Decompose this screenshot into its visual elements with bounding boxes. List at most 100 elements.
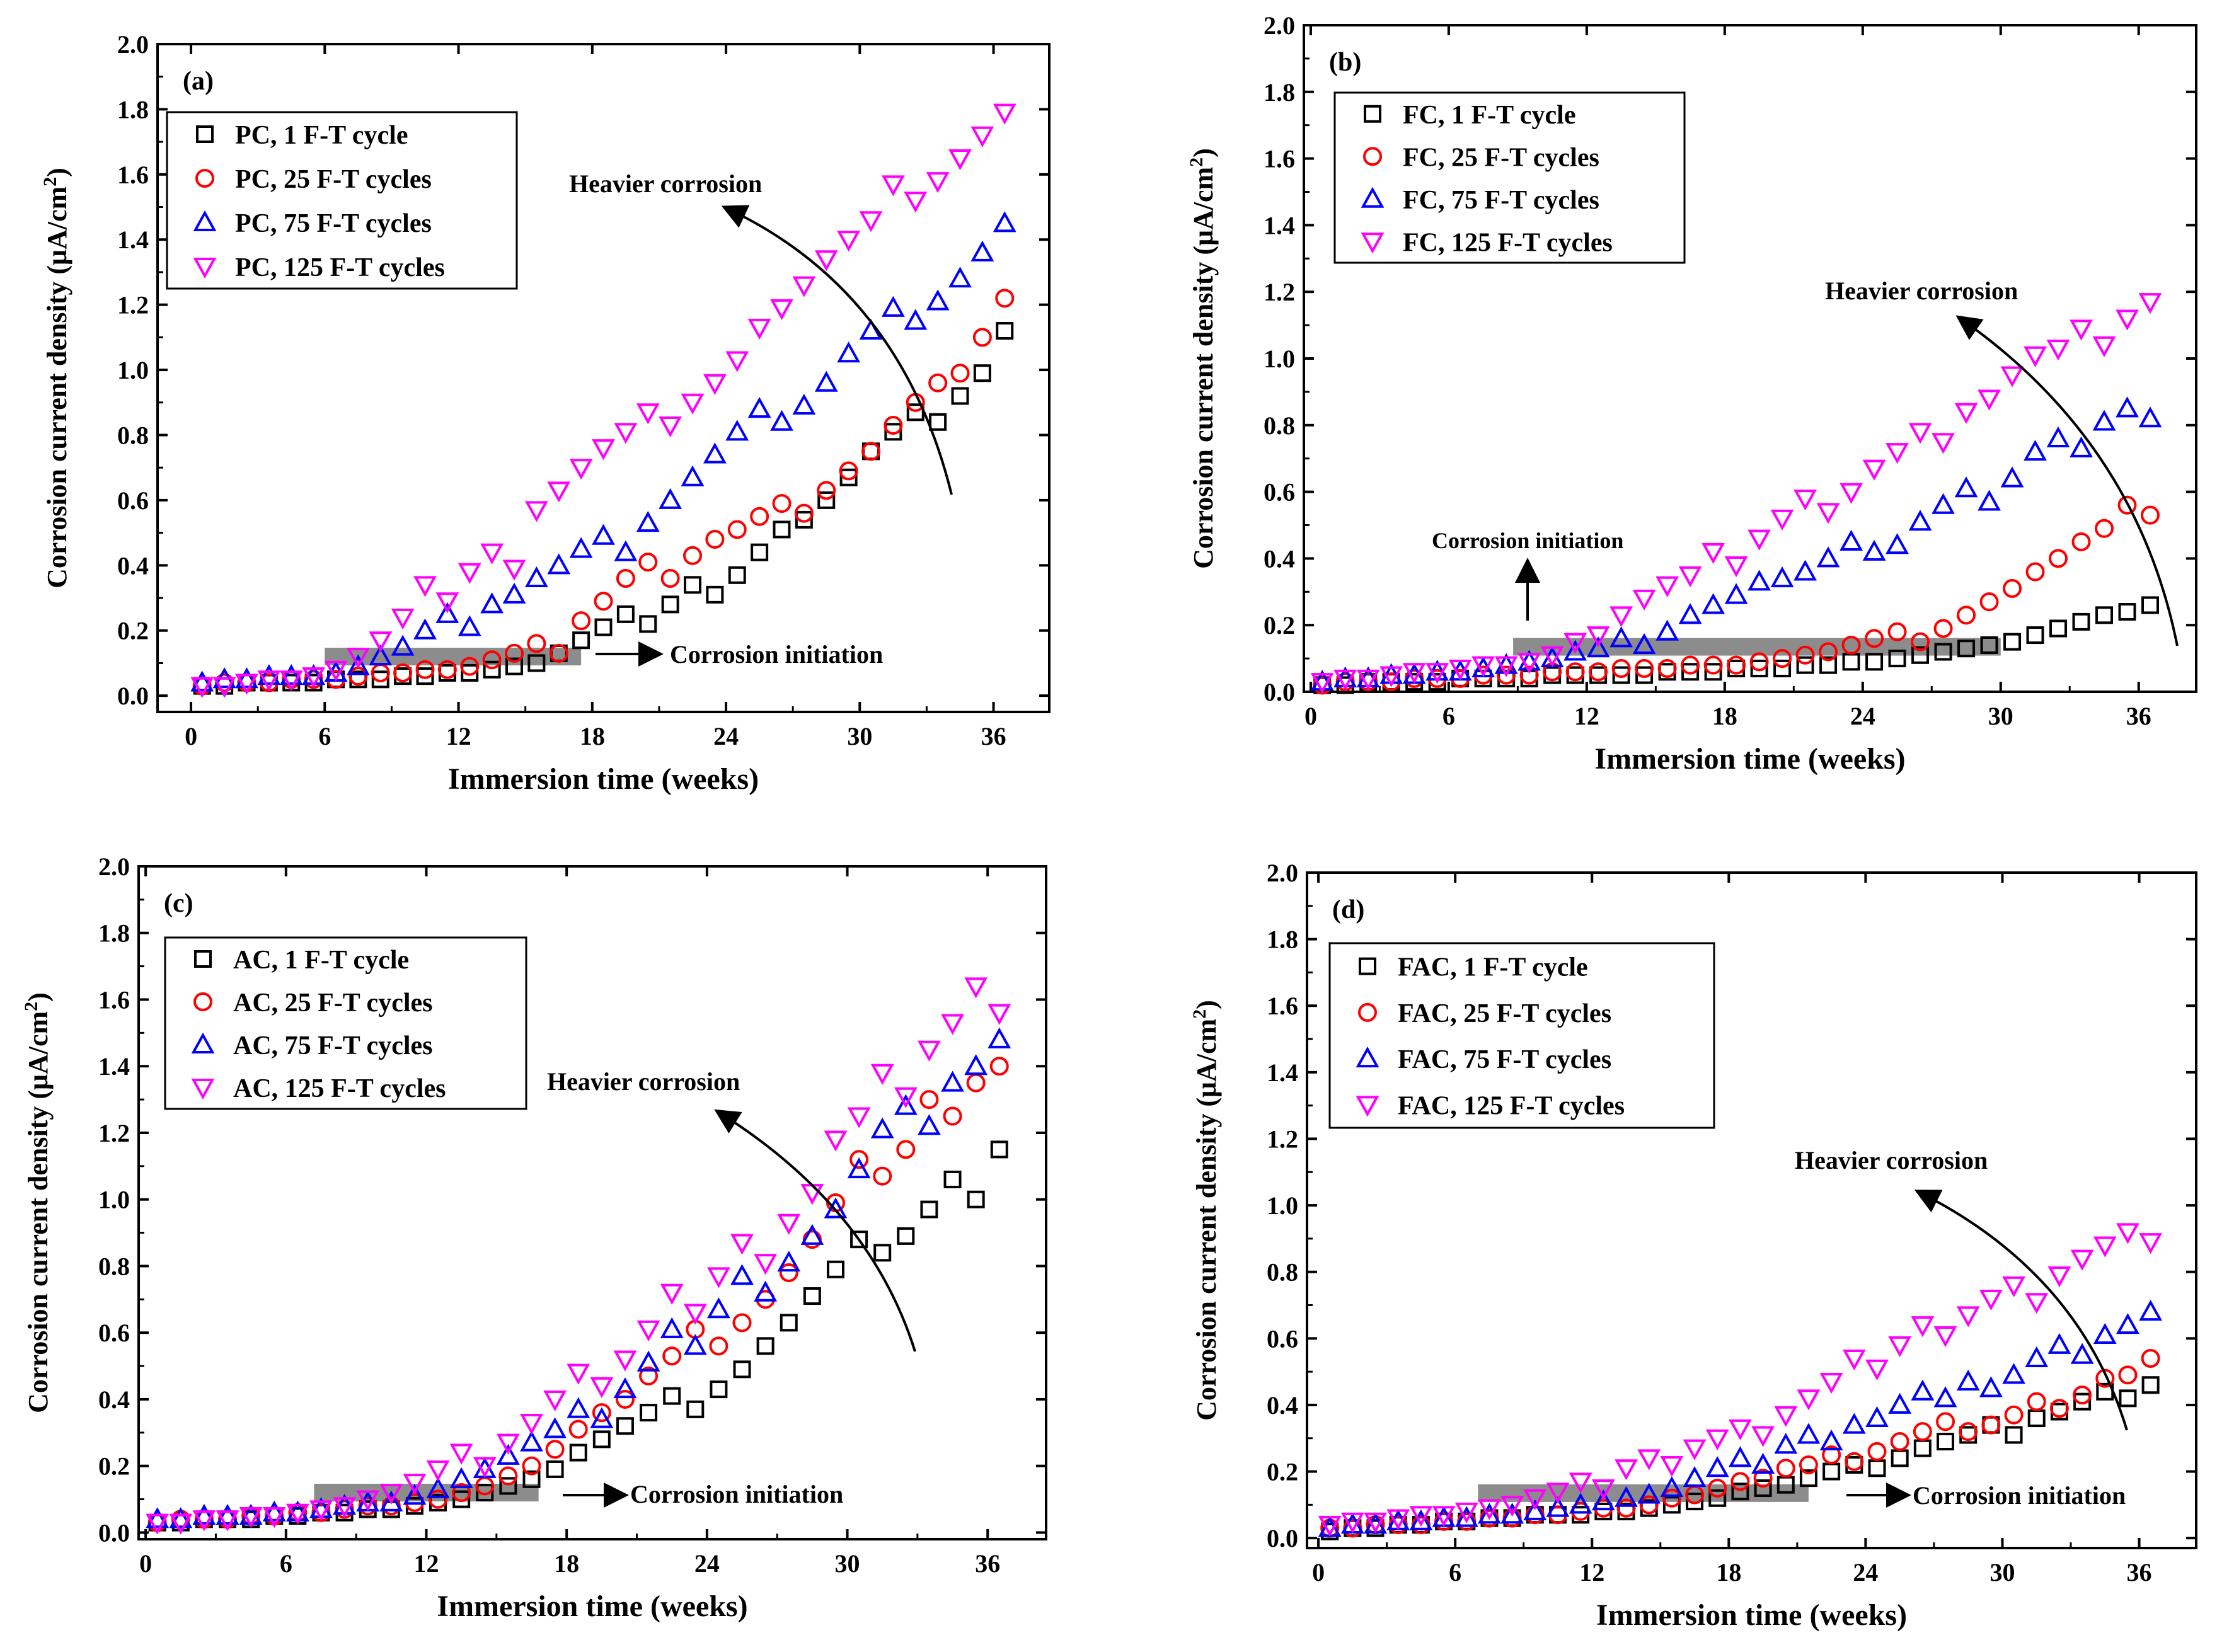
data-point	[795, 510, 813, 529]
data-point	[543, 1417, 567, 1438]
data-point	[707, 1297, 730, 1319]
y-axis-label: Corrosion current density (μA/cm2)	[1189, 1000, 1222, 1421]
data-point	[435, 602, 459, 623]
data-point	[1683, 1439, 1707, 1460]
data-point	[636, 403, 660, 425]
data-point	[235, 674, 258, 695]
data-point	[1751, 1452, 1775, 1474]
data-point	[1933, 1326, 1957, 1348]
data-point	[1932, 493, 1955, 514]
data-point	[794, 503, 814, 523]
data-point	[1432, 1506, 1456, 1527]
data-point	[814, 370, 838, 392]
heavier-corrosion-arrow	[1914, 1190, 2128, 1431]
legend-marker	[194, 950, 212, 968]
data-point	[1565, 662, 1585, 682]
data-point	[547, 553, 571, 575]
legend-marker	[193, 992, 212, 1011]
data-point	[1750, 659, 1768, 677]
data-point	[972, 328, 992, 347]
data-point	[239, 1506, 263, 1529]
data-point	[1865, 1406, 1889, 1428]
y-tick-label: 1.2	[1264, 278, 1295, 306]
y-tick-label: 1.8	[1267, 926, 1298, 954]
data-point	[592, 1403, 611, 1423]
data-point	[1797, 1389, 1821, 1411]
legend-entry: PC, 1 F-T cycle	[235, 121, 408, 150]
data-point	[1318, 1516, 1342, 1537]
data-point	[2002, 1363, 2025, 1384]
data-point	[1956, 1306, 1980, 1328]
data-point	[1845, 1452, 1864, 1471]
y-tick-label: 0.6	[98, 1319, 130, 1347]
x-tick-label: 30	[1988, 702, 2013, 730]
data-point	[524, 566, 548, 587]
data-point	[403, 1474, 427, 1495]
data-point	[1569, 1493, 1592, 1514]
data-point	[2093, 1236, 2117, 1258]
data-point	[1954, 403, 1978, 424]
data-point	[257, 664, 281, 685]
data-point	[792, 393, 816, 415]
data-point	[1701, 542, 1725, 564]
data-point	[1908, 423, 1932, 444]
data-point	[1773, 649, 1792, 668]
data-point	[706, 585, 724, 604]
legend-marker	[1356, 1096, 1379, 1117]
legend-marker	[196, 125, 214, 143]
data-point	[730, 1264, 754, 1285]
data-point	[2047, 1333, 2071, 1354]
data-point	[391, 634, 415, 656]
data-point	[948, 149, 972, 171]
y-tick-label: 0.0	[117, 682, 149, 710]
data-point	[460, 657, 480, 676]
heavier-corrosion-arrow	[714, 1109, 916, 1352]
data-point	[216, 1510, 239, 1532]
data-point	[2005, 1426, 2023, 1444]
legend-entry: FC, 125 F-T cycles	[1403, 228, 1613, 257]
data-point	[1517, 653, 1541, 674]
data-point	[941, 1014, 964, 1035]
data-point	[2095, 606, 2114, 624]
data-point	[661, 595, 679, 614]
x-tick-label: 24	[713, 722, 739, 750]
data-point	[2092, 336, 2116, 357]
data-point	[703, 374, 727, 395]
legend-marker	[1364, 105, 1381, 123]
data-point	[710, 1380, 728, 1399]
data-point	[1500, 1503, 1524, 1524]
y-tick-label: 1.8	[117, 95, 149, 123]
y-tick-label: 0.0	[1267, 1524, 1298, 1552]
legend-marker	[191, 1032, 215, 1053]
data-point	[803, 1287, 821, 1305]
plot-frame	[156, 43, 1051, 713]
legend-marker	[191, 1079, 215, 1100]
data-point	[482, 650, 502, 670]
x-tick-label: 12	[413, 1549, 439, 1578]
data-point	[393, 663, 413, 682]
panel-label: (a)	[183, 67, 214, 96]
data-point	[527, 634, 546, 653]
data-point	[1523, 1499, 1547, 1520]
data-point	[1867, 1442, 1887, 1461]
data-point	[190, 677, 214, 698]
data-point	[1386, 1509, 1410, 1530]
chart-panel-a: 0 6 12 18 24 30 36 0.0 0.2 0.4 0.6 0.8 1.0 1.2 1.4 1.6 1…	[40, 30, 1051, 796]
data-point	[1890, 1432, 1909, 1452]
data-point	[1819, 1372, 1843, 1394]
data-point	[592, 524, 615, 545]
heavier-corrosion-label: Heavier corrosion	[569, 169, 762, 198]
y-tick-label: 0.4	[1264, 544, 1295, 573]
data-point	[324, 660, 348, 682]
legend-entry: FC, 75 F-T cycles	[1403, 186, 1599, 215]
data-point	[2118, 603, 2136, 621]
x-tick-label: 24	[1850, 702, 1875, 730]
x-tick-label: 30	[835, 1549, 860, 1578]
y-tick-label: 0.0	[1264, 678, 1295, 706]
data-point	[2000, 466, 2024, 488]
data-point	[1934, 643, 1952, 661]
legend-marker	[195, 169, 214, 188]
data-point	[1862, 539, 1886, 561]
data-point	[413, 576, 437, 597]
legend-entry: PC, 75 F-T cycles	[235, 209, 432, 238]
